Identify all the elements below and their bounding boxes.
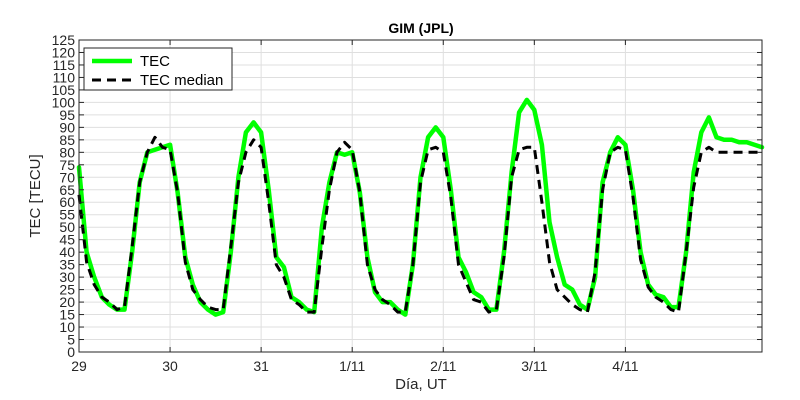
y-tick-label: 125 <box>52 32 76 48</box>
y-tick-label: 70 <box>59 169 75 185</box>
x-tick-label: 2/11 <box>430 358 456 374</box>
y-tick-label: 80 <box>59 144 75 160</box>
x-axis: 29 30 31 1/11 2/11 3/11 4/11 <box>71 40 639 374</box>
y-tick-label: 0 <box>67 344 75 360</box>
legend-label-tec-median: TEC median <box>140 72 223 89</box>
y-tick-label: 10 <box>59 319 75 335</box>
y-tick-label: 25 <box>59 282 75 298</box>
y-tick-label: 100 <box>52 94 76 110</box>
series-line-1 <box>77 135 762 314</box>
series-layer <box>76 97 765 317</box>
x-tick-label: 29 <box>71 358 87 374</box>
y-tick-label: 110 <box>53 69 76 85</box>
x-tick-label: 1/11 <box>339 358 365 374</box>
y-tick-label: 5 <box>67 332 75 348</box>
y-tick-label: 20 <box>59 294 75 310</box>
y-tick-label: 45 <box>59 232 75 248</box>
y-tick-label: 85 <box>59 132 75 148</box>
y-tick-label: 90 <box>59 119 75 135</box>
y-tick-label: 55 <box>59 207 75 223</box>
y-tick-label: 65 <box>59 182 75 198</box>
y-tick-label: 75 <box>59 157 75 173</box>
x-tick-label: 31 <box>253 358 269 374</box>
x-tick-label: 4/11 <box>612 358 638 374</box>
y-tick-label: 105 <box>52 82 76 98</box>
y-axis: 0510152025303540455055606570758085909510… <box>52 32 762 360</box>
y-tick-label: 40 <box>59 244 75 260</box>
legend: TEC TEC median <box>83 47 233 91</box>
x-tick-label: 30 <box>162 358 178 374</box>
y-tick-label: 60 <box>59 194 75 210</box>
series-line-0 <box>76 97 765 317</box>
x-tick-label: 3/11 <box>521 358 547 374</box>
plot-frame <box>78 39 763 353</box>
y-tick-label: 30 <box>59 269 75 285</box>
y-axis-label: TEC [TECU] <box>27 154 44 237</box>
y-tick-label: 95 <box>59 107 75 123</box>
legend-box <box>83 47 233 91</box>
chart-title: GIM (JPL) <box>388 20 453 36</box>
x-axis-label: Día, UT <box>395 376 447 393</box>
y-tick-label: 115 <box>53 57 76 73</box>
legend-label-tec: TEC <box>140 53 170 70</box>
y-tick-label: 15 <box>59 307 75 323</box>
y-tick-label: 50 <box>59 219 75 235</box>
y-tick-label: 35 <box>59 257 75 273</box>
y-tick-label: 120 <box>52 44 76 60</box>
